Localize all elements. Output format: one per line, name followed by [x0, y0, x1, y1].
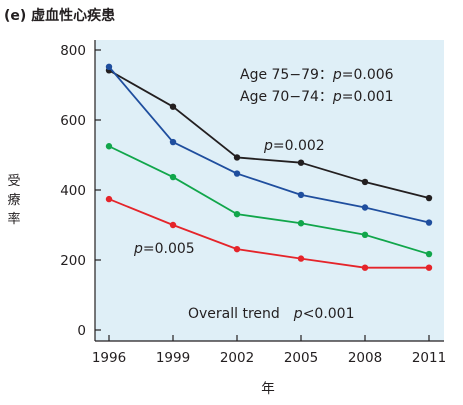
series-4	[105, 195, 433, 271]
data-point	[297, 255, 305, 262]
data-point	[233, 170, 241, 177]
x-tick-label: 2011	[412, 350, 446, 366]
series-group	[105, 63, 433, 271]
x-tick-label: 2002	[220, 350, 254, 366]
y-tick-label: 800	[60, 43, 86, 59]
series-line	[108, 145, 430, 255]
annotation-age-70-74: Age 70−74：p=0.001	[240, 89, 394, 105]
series-line	[108, 198, 429, 269]
y-tick-label: 0	[77, 323, 86, 339]
chart-title: (e) 虚血性心疾患	[4, 8, 116, 24]
x-tick-label: 1996	[92, 350, 126, 366]
annotation-overall-trend: Overall trend p<0.001	[188, 306, 355, 322]
data-point	[361, 204, 369, 211]
data-point	[105, 63, 113, 70]
data-point	[361, 231, 369, 238]
plot-background	[95, 40, 444, 341]
series-1	[105, 67, 433, 202]
data-point	[169, 221, 177, 229]
data-point	[425, 194, 433, 202]
data-point	[169, 103, 177, 110]
data-point	[105, 143, 113, 150]
data-point	[169, 173, 177, 181]
data-point	[425, 264, 433, 271]
data-point	[425, 250, 433, 258]
data-point	[361, 264, 369, 271]
y-axis-label: 受療率	[7, 174, 21, 227]
x-tick-label: 2005	[284, 350, 318, 366]
data-point	[233, 154, 241, 161]
data-point	[105, 195, 113, 203]
data-point	[425, 219, 433, 226]
data-point	[169, 138, 177, 146]
y-tick-label: 600	[60, 113, 86, 129]
series-line	[108, 66, 430, 224]
annotation-p-0-002: p=0.002	[263, 138, 325, 154]
data-point	[297, 220, 305, 227]
y-tick-label: 400	[60, 183, 86, 199]
annotation-p-0-005: p=0.005	[133, 241, 195, 257]
axes: 0 200 400 600 800 1996 1999 2002 2005 2008 2011	[60, 40, 446, 366]
series-2	[105, 63, 433, 226]
annotation-age-75-79: Age 75−79：p=0.006	[240, 67, 394, 83]
data-point	[297, 159, 305, 166]
data-point	[233, 245, 241, 253]
x-tick-label: 1999	[156, 350, 190, 366]
series-3	[105, 143, 433, 258]
x-axis-label: 年	[261, 381, 275, 397]
x-tick-label: 2008	[348, 350, 382, 366]
data-point	[361, 178, 369, 186]
data-point	[297, 191, 305, 199]
y-tick-label: 200	[60, 253, 86, 269]
data-point	[233, 210, 241, 218]
series-line	[108, 69, 430, 199]
